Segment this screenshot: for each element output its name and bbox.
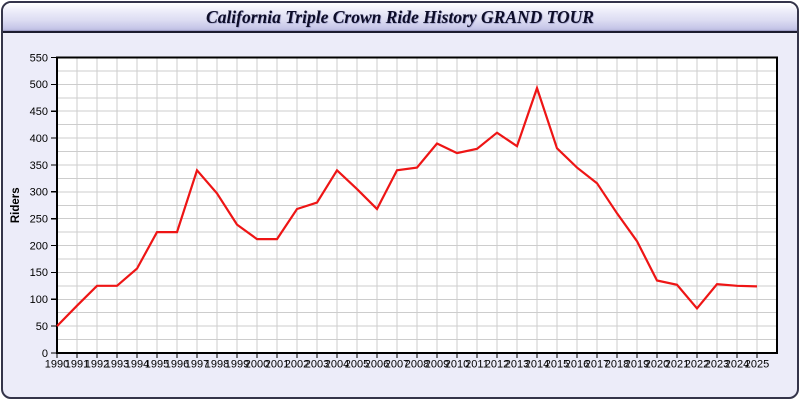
svg-text:2020: 2020: [645, 359, 669, 371]
svg-text:2025: 2025: [745, 359, 769, 371]
svg-text:2011: 2011: [465, 359, 489, 371]
svg-text:1996: 1996: [165, 359, 189, 371]
svg-text:200: 200: [30, 240, 48, 252]
svg-text:1998: 1998: [205, 359, 229, 371]
svg-text:1997: 1997: [185, 359, 209, 371]
svg-text:2005: 2005: [345, 359, 369, 371]
svg-text:50: 50: [36, 321, 48, 333]
svg-text:450: 450: [30, 106, 48, 118]
svg-text:2002: 2002: [285, 359, 309, 371]
svg-text:0: 0: [42, 348, 48, 360]
svg-text:2010: 2010: [445, 359, 469, 371]
svg-text:2018: 2018: [605, 359, 629, 371]
page-title: California Triple Crown Ride History GRA…: [206, 6, 594, 27]
svg-text:2001: 2001: [265, 359, 289, 371]
svg-text:2024: 2024: [725, 359, 749, 371]
svg-text:2023: 2023: [705, 359, 729, 371]
svg-text:350: 350: [30, 160, 48, 172]
svg-text:250: 250: [30, 213, 48, 225]
svg-text:2015: 2015: [545, 359, 569, 371]
svg-text:2019: 2019: [625, 359, 649, 371]
svg-text:1999: 1999: [225, 359, 249, 371]
svg-text:2022: 2022: [685, 359, 709, 371]
svg-text:400: 400: [30, 133, 48, 145]
svg-text:2004: 2004: [325, 359, 349, 371]
svg-text:1990: 1990: [45, 359, 69, 371]
svg-text:2013: 2013: [505, 359, 529, 371]
riders-series-line: [56, 84, 758, 327]
svg-text:150: 150: [30, 267, 48, 279]
svg-text:550: 550: [30, 52, 48, 64]
y-axis-label: Riders: [10, 187, 22, 223]
chart-title-bar: California Triple Crown Ride History GRA…: [3, 3, 797, 33]
svg-text:2003: 2003: [305, 359, 329, 371]
svg-text:2017: 2017: [585, 359, 609, 371]
svg-text:2009: 2009: [425, 359, 449, 371]
svg-text:500: 500: [30, 79, 48, 91]
svg-text:2007: 2007: [385, 359, 409, 371]
svg-text:2021: 2021: [665, 359, 689, 371]
svg-text:2008: 2008: [405, 359, 429, 371]
svg-text:1995: 1995: [145, 359, 169, 371]
svg-text:1993: 1993: [105, 359, 129, 371]
svg-text:1991: 1991: [65, 359, 89, 371]
svg-text:2016: 2016: [565, 359, 589, 371]
svg-text:2006: 2006: [365, 359, 389, 371]
svg-text:2000: 2000: [245, 359, 269, 371]
svg-text:1994: 1994: [125, 359, 149, 371]
svg-text:1992: 1992: [85, 359, 109, 371]
svg-text:2012: 2012: [485, 359, 509, 371]
svg-text:2014: 2014: [525, 359, 549, 371]
svg-text:300: 300: [30, 187, 48, 199]
svg-text:100: 100: [30, 294, 48, 306]
